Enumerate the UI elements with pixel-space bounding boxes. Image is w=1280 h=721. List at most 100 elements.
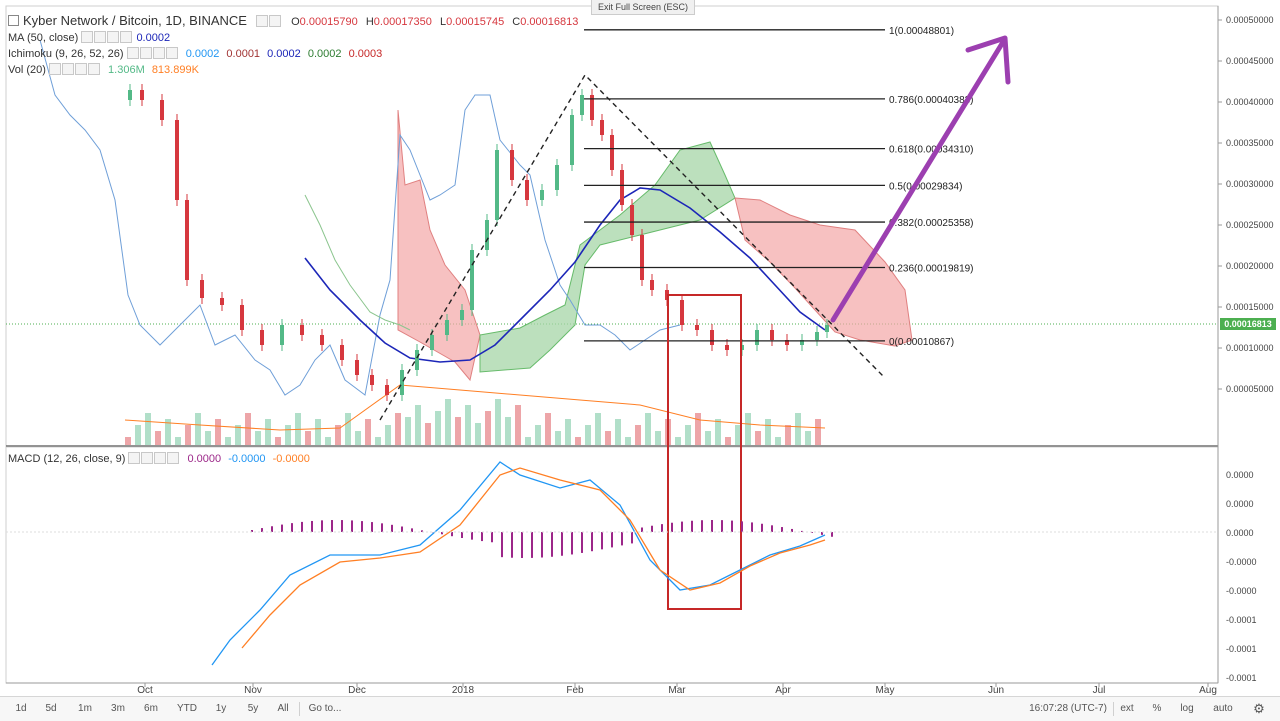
macd-legend[interactable]: MACD (12, 26, close, 9) 0.0000 -0.0000 -… [8,451,310,467]
close-icon [120,31,133,43]
volume-ma-value: 813.899K [151,64,199,76]
ohlc-readout: O0.00015790 H0.00017350 L0.00015745 C0.0… [291,16,579,28]
close-icon [167,452,180,464]
time-tick-label: Oct [137,685,153,696]
range-1m[interactable]: 1m [78,703,92,714]
volume-bar [285,425,291,445]
candle-body [600,120,604,135]
volume-bar [785,425,791,445]
volume-bar [485,411,491,445]
fib-level-label: 0.236(0.00019819) [889,263,974,274]
bottom-toolbar: 1d 5d 1m 3m 6m YTD 1y 5y All Go to... 16… [0,696,1280,721]
percent-toggle[interactable]: % [1152,703,1162,714]
volume-bars [124,384,826,445]
current-price-tag: 0.00016813 [1220,318,1276,330]
price-tick-label: 0.00010000 [1226,343,1274,353]
volume-bar [495,399,501,445]
volume-bar [185,425,191,445]
ma-legend[interactable]: MA (50, close) 0.0002 [8,30,170,46]
eye-icon [126,47,139,59]
volume-bar [515,405,521,445]
candle-body [385,385,389,395]
ichimoku-leadA-line [304,194,411,331]
volume-bar [545,413,551,445]
range-1y[interactable]: 1y [215,703,227,714]
symbol-settings-icons[interactable] [256,15,282,28]
goto-button[interactable]: Go to... [308,703,342,714]
ichimoku-lagging-value: 0.0002 [267,48,301,60]
volume-bar [315,419,321,445]
separator [299,702,300,716]
range-1d[interactable]: 1d [15,703,27,714]
range-all[interactable]: All [277,703,289,714]
range-5y[interactable]: 5y [247,703,259,714]
ichimoku-legend[interactable]: Ichimoku (9, 26, 52, 26) 0.0002 0.0001 0… [8,46,382,62]
volume-bar [405,417,411,445]
candle-body [540,190,544,200]
volume-bar [245,413,251,445]
volume-bar [575,437,581,445]
candle-body [630,205,634,235]
collapse-icon[interactable] [8,15,19,26]
range-6m[interactable]: 6m [144,703,158,714]
volume-bar [625,437,631,445]
chart-grid [5,5,1219,684]
chart-canvas[interactable]: 1(0.00048801) 0.786(0.00040383) 0.618(0.00… [0,0,1280,696]
volume-bar [645,413,651,445]
range-5d[interactable]: 5d [45,703,57,714]
candle-body [770,330,774,340]
auto-toggle[interactable]: auto [1213,703,1233,714]
volume-bar [555,431,561,445]
volume-bar [385,425,391,445]
price-tick-label: 0.00035000 [1226,138,1274,148]
volume-bar [215,419,221,445]
volume-bar [775,437,781,445]
ichimoku-cloud [397,109,913,382]
candle-body [485,220,489,250]
macd-tick-label: 0.0000 [1226,499,1254,509]
volume-bar [195,413,201,445]
volume-bar [155,431,161,445]
exit-fullscreen-hint[interactable]: Exit Full Screen (ESC) [591,0,695,15]
ext-toggle[interactable]: ext [1120,703,1134,714]
volume-legend[interactable]: Vol (20) 1.306M 813.899K [8,62,199,78]
time-tick-label: 2018 [452,685,475,696]
volume-bar [715,419,721,445]
plus-icon [154,452,167,464]
candle-body [430,335,434,350]
fib-level-label: 0.382(0.00025358) [889,218,974,229]
candle-body [825,325,829,332]
volume-bar [505,417,511,445]
candle-body [725,345,729,350]
candle-body [415,350,419,370]
clock: 16:07:28 (UTC-7) [1029,703,1107,714]
candle-body [580,95,584,115]
volume-bar [795,413,801,445]
log-toggle[interactable]: log [1180,703,1194,714]
volume-bar [705,431,711,445]
ichimoku-conversion-value: 0.0002 [185,48,220,60]
gear-icon[interactable]: ⚙ [1253,701,1265,716]
settings-icon [139,47,152,59]
settings-icon [141,452,154,464]
volume-bar [225,437,231,445]
volume-bar [125,437,131,445]
volume-bar [745,413,751,445]
price-tick-label: 0.00020000 [1226,261,1274,271]
volume-bar [375,437,381,445]
volume-bar [365,419,371,445]
volume-bar [425,423,431,445]
time-tick-label: May [876,685,895,696]
volume-bar [275,437,281,445]
range-ytd[interactable]: YTD [177,703,197,714]
range-3m[interactable]: 3m [111,703,125,714]
time-tick-label: Feb [566,685,584,696]
ichimoku-leadB-value: 0.0003 [348,48,383,60]
candle-body [815,332,819,340]
volume-bar [205,431,211,445]
volume-bar [735,425,741,445]
eye-icon [48,63,61,75]
volume-bar [465,405,471,445]
candle-body [510,150,514,180]
volume-bar [415,405,421,445]
